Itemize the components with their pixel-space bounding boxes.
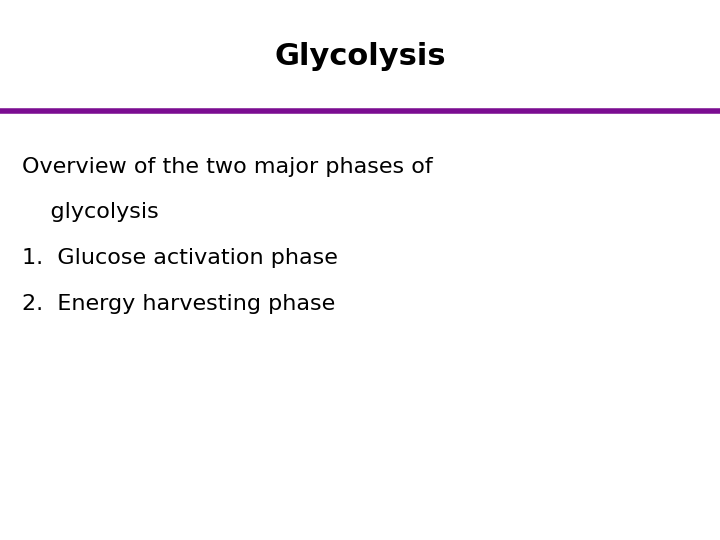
Text: glycolysis: glycolysis: [22, 202, 158, 222]
Text: Overview of the two major phases of: Overview of the two major phases of: [22, 157, 432, 177]
Text: 1.  Glucose activation phase: 1. Glucose activation phase: [22, 248, 338, 268]
Text: Glycolysis: Glycolysis: [274, 42, 446, 71]
Text: 2.  Energy harvesting phase: 2. Energy harvesting phase: [22, 294, 335, 314]
